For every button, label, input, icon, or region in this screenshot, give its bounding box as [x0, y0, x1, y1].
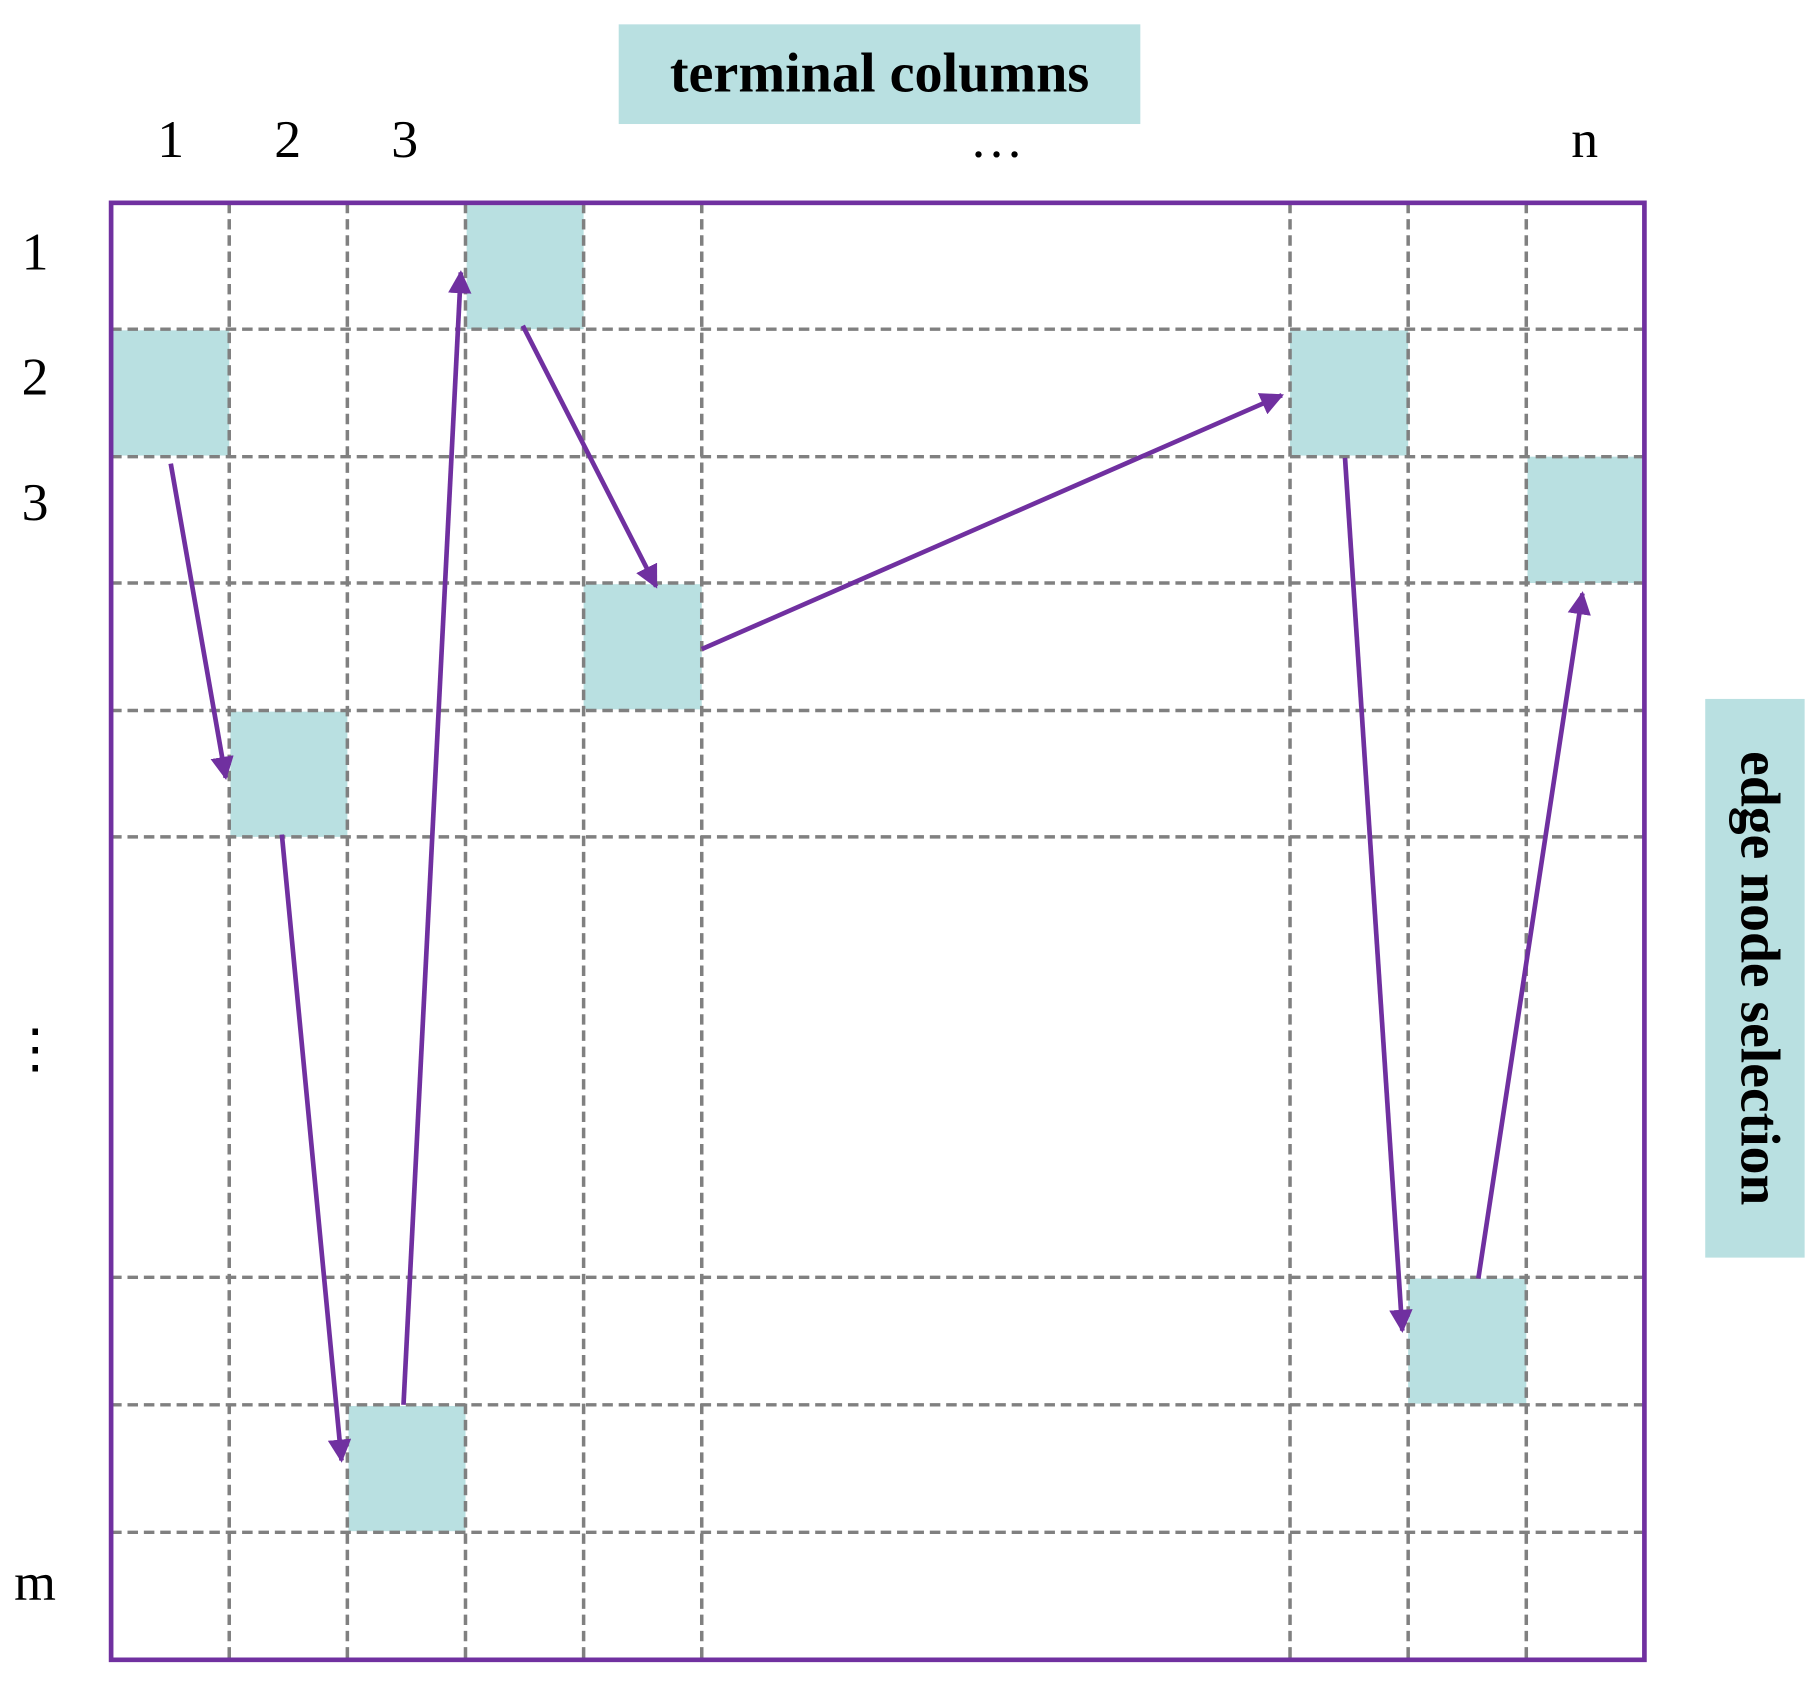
- column-label: n: [1571, 109, 1598, 169]
- labels: 1 2 3 … n 1 2 3 ⋮ m: [8, 109, 1598, 1612]
- row-label: 2: [22, 347, 49, 407]
- row-label: ⋮: [8, 1019, 62, 1079]
- side-label: edge node selection: [1728, 751, 1790, 1205]
- title-box: [618, 24, 1141, 125]
- column-label: 3: [391, 109, 418, 169]
- cells: [112, 205, 1644, 1532]
- column-label: 2: [274, 109, 301, 169]
- column-label: …: [970, 109, 1024, 169]
- grid: [111, 202, 1645, 1660]
- row-label: 3: [22, 472, 49, 532]
- title: terminal columns: [670, 43, 1089, 105]
- matrix-border: [108, 200, 1647, 1663]
- column-label: 1: [157, 109, 184, 169]
- row-label: m: [14, 1552, 56, 1612]
- arrows: [168, 270, 1591, 1463]
- side-box: [1705, 698, 1805, 1258]
- row-label: 1: [22, 222, 49, 282]
